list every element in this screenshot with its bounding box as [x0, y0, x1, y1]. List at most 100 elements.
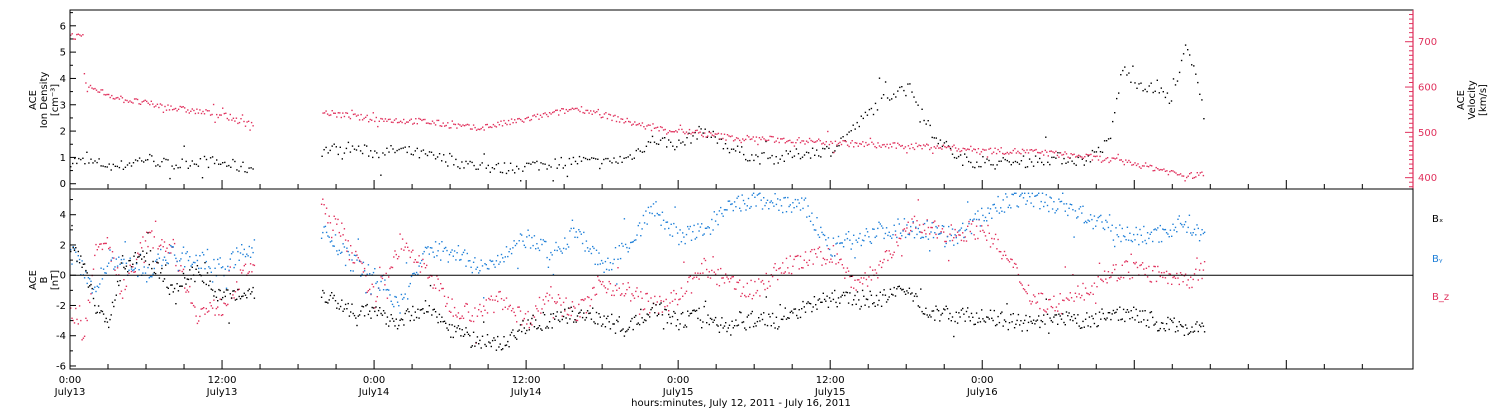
Bx-point — [788, 317, 790, 319]
By-point — [237, 250, 239, 253]
velocity-point — [456, 127, 458, 129]
Bx-point — [1017, 313, 1020, 316]
By-point — [1148, 237, 1150, 240]
density-point — [404, 146, 406, 148]
Bx-point — [246, 297, 248, 299]
density-point — [846, 133, 848, 136]
Bz-point — [80, 319, 82, 322]
Bx-point — [573, 321, 575, 323]
Bx-point — [1041, 321, 1044, 323]
velocity-point — [716, 133, 718, 135]
Bz-point — [991, 237, 993, 240]
Bx-point — [671, 315, 674, 318]
density-point — [734, 150, 737, 152]
velocity-point — [863, 145, 865, 148]
Bx-point — [842, 291, 845, 294]
By-point — [586, 247, 589, 249]
velocity-point — [907, 145, 910, 147]
density-point — [700, 128, 702, 130]
Bz-point — [1001, 258, 1003, 260]
Bz-point — [497, 300, 499, 303]
Bx-point — [808, 302, 811, 304]
Bx-point — [143, 256, 145, 258]
velocity-point — [815, 141, 817, 143]
time-tick-label: 12:00 — [512, 375, 541, 386]
Bz-point — [849, 275, 851, 278]
Bx-point — [889, 288, 892, 290]
Bx-point — [726, 330, 728, 333]
By-point — [845, 233, 847, 235]
Bx-point — [396, 328, 399, 330]
Bz-point — [455, 314, 457, 316]
velocity-point — [731, 135, 733, 137]
density-point — [905, 94, 907, 97]
By-point — [712, 229, 714, 231]
density-point — [706, 136, 708, 138]
velocity-point — [1055, 150, 1057, 153]
Bz-point — [462, 317, 465, 319]
Bz-point — [1076, 296, 1078, 298]
By-point — [1029, 196, 1031, 198]
By-point — [1002, 199, 1004, 201]
By-point — [233, 266, 235, 269]
Bx-point — [323, 292, 325, 294]
By-point — [510, 252, 513, 255]
Bz-point — [604, 287, 607, 289]
velocity-point — [130, 101, 133, 103]
By-point — [114, 266, 116, 268]
Bz-point — [1159, 275, 1161, 278]
By-point — [678, 243, 680, 246]
Bz-point — [448, 310, 451, 312]
density-point — [252, 168, 254, 170]
velocity-point — [997, 148, 999, 151]
density-point — [355, 149, 358, 151]
velocity-point — [808, 137, 811, 140]
velocity-point — [82, 34, 84, 36]
velocity-point — [509, 123, 511, 126]
velocity-point — [830, 140, 832, 143]
By-point — [583, 231, 585, 234]
density-point — [1191, 64, 1193, 66]
velocity-point — [1182, 175, 1185, 177]
Bx-point — [441, 316, 443, 318]
By-point — [574, 236, 576, 238]
Bx-point — [725, 322, 727, 324]
velocity-point — [921, 148, 923, 150]
Bz-point — [699, 272, 702, 275]
velocity-point — [386, 120, 388, 122]
Bx-point — [798, 309, 800, 311]
Bx-point — [401, 319, 404, 321]
velocity-point — [1108, 161, 1110, 164]
density-point — [349, 151, 352, 153]
Bz-point — [721, 277, 723, 279]
velocity-point — [694, 129, 697, 132]
density-point — [927, 120, 929, 122]
Bz-point — [1116, 280, 1118, 282]
Bz-point — [163, 241, 166, 243]
Bx-point — [593, 321, 595, 323]
By-point — [121, 262, 124, 264]
Bx-point — [467, 333, 470, 335]
By-point — [229, 258, 231, 260]
velocity-point — [343, 115, 346, 118]
top-panel-time-ticks — [69, 180, 1363, 189]
Bz-point — [189, 285, 191, 288]
Bx-point — [537, 327, 539, 329]
By-point — [556, 249, 558, 252]
velocity-point — [1122, 160, 1124, 163]
Bx-point — [547, 327, 550, 329]
By-point — [514, 244, 517, 247]
Bz-point — [723, 282, 726, 284]
velocity-point — [237, 122, 239, 125]
By-point — [899, 232, 902, 234]
Bz-point — [114, 269, 116, 271]
Bz-point — [77, 323, 79, 325]
Bz-point — [158, 245, 161, 247]
velocity-point — [802, 140, 805, 142]
By-point — [878, 221, 880, 223]
By-point — [526, 236, 528, 238]
By-point — [341, 251, 343, 253]
Bx-point — [986, 316, 988, 318]
By-point — [133, 269, 135, 271]
Bz-point — [1063, 299, 1065, 302]
